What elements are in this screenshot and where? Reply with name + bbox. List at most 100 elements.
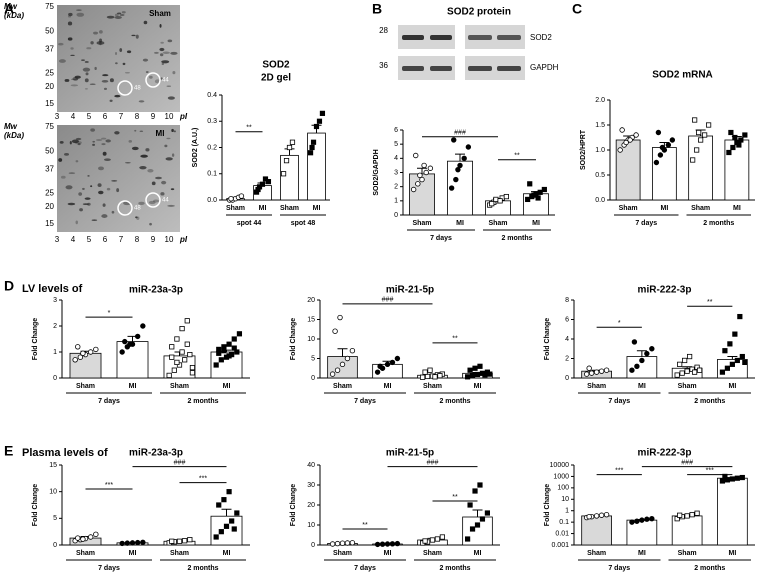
data-point bbox=[234, 510, 240, 516]
gel-spot bbox=[76, 12, 85, 17]
data-point bbox=[423, 169, 429, 176]
data-point bbox=[674, 372, 680, 378]
significance-label: *** bbox=[199, 475, 207, 482]
data-point bbox=[629, 519, 635, 525]
data-point bbox=[455, 166, 461, 173]
data-point bbox=[334, 540, 341, 547]
gel-spot bbox=[92, 31, 99, 35]
data-point bbox=[739, 353, 745, 360]
data-point bbox=[77, 354, 84, 360]
data-point bbox=[732, 331, 738, 337]
chart-title: miR-23a-3p bbox=[129, 448, 183, 459]
data-point bbox=[603, 511, 610, 518]
chart-subtitle: 2D gel bbox=[261, 73, 291, 84]
y-tick-label: 0.3 bbox=[207, 118, 217, 125]
y-tick-label: 1.0 bbox=[595, 147, 605, 154]
gel-spot bbox=[61, 175, 66, 179]
gel-spot bbox=[166, 85, 172, 87]
data-point bbox=[134, 539, 141, 546]
gel-spot bbox=[122, 62, 126, 66]
x-tick-label: MI bbox=[638, 550, 646, 557]
data-point bbox=[329, 371, 336, 377]
gel-spot bbox=[109, 99, 113, 103]
gel-spot bbox=[162, 51, 170, 55]
data-point bbox=[633, 132, 639, 138]
group-label: 2 months bbox=[187, 398, 218, 405]
gel-spot bbox=[90, 41, 94, 45]
data-point bbox=[531, 192, 537, 198]
x-tick-label: Sham bbox=[587, 550, 606, 557]
group-label: 2 months bbox=[703, 220, 734, 227]
data-point bbox=[598, 512, 605, 518]
gel-spot bbox=[155, 176, 162, 180]
gel-spot bbox=[82, 203, 89, 206]
y-tick-label: 5 bbox=[311, 355, 315, 362]
y-tick-label: 1.5 bbox=[595, 122, 605, 129]
x-tick-label: Sham bbox=[170, 550, 189, 557]
gel-spot bbox=[103, 87, 108, 90]
data-point bbox=[332, 328, 338, 334]
data-point bbox=[669, 137, 676, 143]
data-point bbox=[677, 512, 683, 518]
y-tick-label: 5 bbox=[53, 515, 57, 522]
bar bbox=[581, 515, 612, 546]
gel-spot bbox=[84, 88, 88, 90]
gel-mw-tick: 50 bbox=[45, 147, 54, 156]
bar bbox=[717, 477, 748, 546]
gel-spot bbox=[115, 62, 118, 65]
gel-spot bbox=[161, 180, 167, 185]
gel-mw-tick: 20 bbox=[45, 82, 54, 91]
data-point bbox=[477, 363, 483, 369]
data-point bbox=[627, 137, 633, 143]
panel-label: B bbox=[372, 1, 382, 17]
y-tick-label: 0.1 bbox=[559, 519, 569, 526]
gel-spot bbox=[84, 78, 89, 83]
group-label: 7 days bbox=[98, 398, 120, 405]
y-tick-label: 0.0 bbox=[207, 197, 217, 204]
data-point bbox=[451, 137, 457, 143]
x-tick-label: MI bbox=[728, 383, 736, 390]
y-axis-label: Fold Change bbox=[544, 484, 551, 526]
significance-label: *** bbox=[105, 482, 113, 489]
y-tick-label: 1 bbox=[53, 349, 57, 356]
data-point bbox=[419, 176, 425, 183]
data-point bbox=[93, 531, 99, 538]
y-tick-label: 6 bbox=[565, 316, 569, 323]
significance-label: ** bbox=[707, 299, 713, 306]
data-point bbox=[687, 353, 693, 360]
data-point bbox=[482, 372, 488, 378]
gel-spot bbox=[101, 214, 108, 218]
data-point bbox=[603, 367, 610, 373]
gel-spot bbox=[143, 20, 148, 25]
gel-pi-tick: 4 bbox=[71, 235, 76, 244]
data-point bbox=[259, 181, 266, 187]
gel-pi-tick: 5 bbox=[87, 112, 92, 121]
gel-spot bbox=[68, 12, 73, 17]
gel-spot bbox=[75, 137, 82, 141]
gel-condition: Sham bbox=[149, 9, 171, 18]
group-label: spot 44 bbox=[237, 220, 262, 227]
gel-spot bbox=[167, 204, 175, 207]
data-point bbox=[692, 117, 698, 123]
data-point bbox=[394, 540, 401, 547]
data-point bbox=[474, 371, 481, 378]
gel-spot bbox=[65, 185, 73, 190]
gel-spot bbox=[97, 183, 102, 187]
gel-pi-tick: 10 bbox=[165, 112, 174, 121]
data-point bbox=[682, 357, 688, 364]
data-point bbox=[631, 339, 638, 345]
y-tick-label: 30 bbox=[307, 482, 315, 489]
significance-label: ** bbox=[452, 494, 458, 501]
gel-pi-tick: 3 bbox=[55, 235, 60, 244]
data-point bbox=[464, 536, 471, 542]
gel-spot bbox=[102, 203, 106, 207]
gel-spot bbox=[91, 219, 98, 221]
data-point bbox=[424, 373, 431, 380]
data-point bbox=[255, 186, 261, 193]
gel-pi-tick: 7 bbox=[119, 235, 124, 244]
chart-title: miR-222-3p bbox=[638, 448, 692, 459]
y-tick-label: 15 bbox=[49, 462, 57, 469]
gel-spot bbox=[119, 14, 125, 16]
gel-spot bbox=[84, 61, 89, 63]
data-point bbox=[221, 497, 227, 503]
